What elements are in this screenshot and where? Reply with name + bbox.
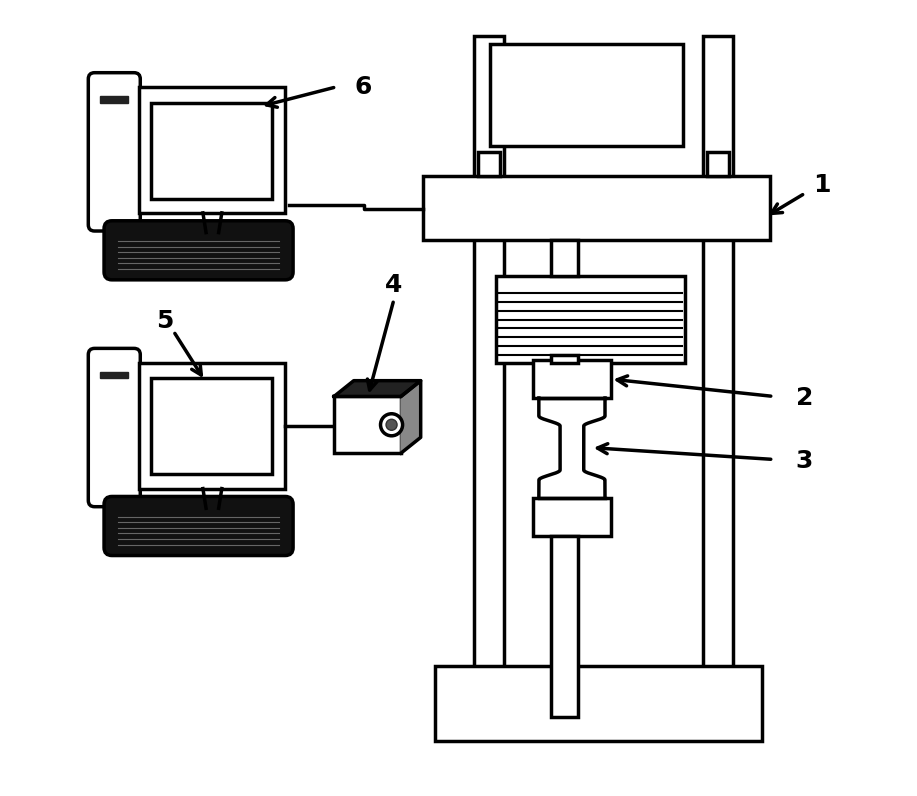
Bar: [139, 362, 285, 489]
Bar: [490, 44, 683, 146]
Polygon shape: [334, 380, 421, 396]
Bar: [151, 378, 271, 474]
Text: 2: 2: [796, 386, 813, 410]
Text: 4: 4: [385, 273, 403, 298]
Bar: [551, 536, 579, 717]
Text: 5: 5: [156, 309, 173, 333]
Bar: [100, 372, 127, 378]
Text: 6: 6: [355, 75, 372, 99]
Circle shape: [381, 414, 403, 435]
FancyBboxPatch shape: [88, 349, 140, 507]
Bar: [707, 152, 729, 176]
Bar: [334, 396, 401, 453]
Text: 3: 3: [796, 449, 813, 473]
Bar: [496, 276, 685, 362]
Circle shape: [386, 419, 397, 431]
Bar: [139, 87, 285, 213]
Polygon shape: [401, 380, 421, 453]
Bar: [702, 36, 733, 717]
Bar: [534, 361, 611, 398]
Bar: [551, 240, 579, 276]
FancyBboxPatch shape: [104, 220, 293, 280]
Bar: [151, 103, 271, 199]
Bar: [534, 498, 611, 536]
Bar: [551, 355, 579, 362]
FancyBboxPatch shape: [88, 72, 140, 231]
Bar: [478, 152, 501, 176]
Bar: [435, 665, 762, 740]
Bar: [423, 176, 769, 240]
Text: 1: 1: [813, 174, 831, 197]
Bar: [100, 96, 127, 103]
FancyBboxPatch shape: [104, 497, 293, 556]
Bar: [474, 36, 504, 717]
